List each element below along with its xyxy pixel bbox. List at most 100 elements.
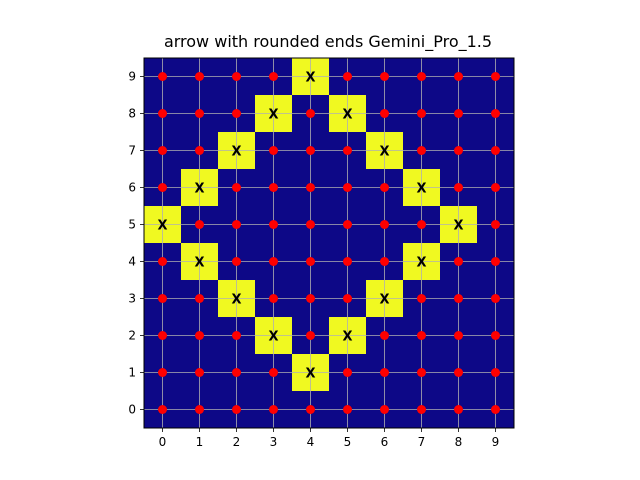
grid-point (491, 109, 500, 118)
grid-points (158, 72, 500, 414)
y-tick-label: 1 (128, 366, 136, 380)
cell-x-label: X (379, 145, 389, 160)
grid-point (380, 183, 389, 192)
cell-x-label: X (342, 330, 352, 345)
cell-x-label: X (268, 330, 278, 345)
grid-point (158, 331, 167, 340)
grid-point (158, 257, 167, 266)
x-tick-label: 9 (492, 435, 500, 449)
y-tick-label: 3 (128, 292, 136, 306)
grid-point (343, 368, 352, 377)
grid-point (454, 331, 463, 340)
grid-point (158, 146, 167, 155)
cell-x-label: X (305, 71, 315, 86)
grid-point (195, 109, 204, 118)
grid-point (491, 72, 500, 81)
grid-point (269, 368, 278, 377)
grid-point (195, 368, 204, 377)
y-tick-label: 4 (128, 255, 136, 269)
grid-point (232, 72, 241, 81)
x-tick-label: 7 (418, 435, 426, 449)
grid-point (306, 183, 315, 192)
x-tick-label: 0 (159, 435, 167, 449)
grid-point (417, 72, 426, 81)
x-tick-label: 5 (344, 435, 352, 449)
grid-point (232, 405, 241, 414)
grid-point (158, 72, 167, 81)
grid-point (195, 405, 204, 414)
y-tick-label: 6 (128, 181, 136, 195)
grid-point (454, 368, 463, 377)
x-tick-label: 4 (307, 435, 315, 449)
x-tick-label: 8 (455, 435, 463, 449)
cell-x-label: X (416, 182, 426, 197)
grid-point (158, 405, 167, 414)
grid-point (380, 405, 389, 414)
grid-point (454, 109, 463, 118)
y-tick-label: 5 (128, 218, 136, 232)
y-tick-label: 0 (128, 403, 136, 417)
grid-point (343, 257, 352, 266)
grid-point (195, 294, 204, 303)
grid-point (343, 294, 352, 303)
grid-point (269, 405, 278, 414)
cell-labels: X X X X X X X X X X X X X X X X (157, 71, 463, 382)
x-axis: 0 1 2 3 4 5 6 7 8 9 (159, 428, 500, 449)
cell-x-label: X (231, 145, 241, 160)
cell-x-label: X (268, 108, 278, 123)
grid-point (232, 331, 241, 340)
grid-point (380, 368, 389, 377)
grid-point (454, 257, 463, 266)
grid-point (454, 405, 463, 414)
grid-point (232, 183, 241, 192)
grid-point (343, 405, 352, 414)
grid-point (306, 146, 315, 155)
grid-point (454, 294, 463, 303)
grid-point (454, 72, 463, 81)
grid-point (491, 146, 500, 155)
y-axis: 0 1 2 3 4 5 6 7 8 9 (128, 70, 144, 417)
grid-point (158, 183, 167, 192)
grid-point (491, 405, 500, 414)
grid-point (269, 220, 278, 229)
grid-point (417, 109, 426, 118)
cell-x-label: X (379, 293, 389, 308)
grid-point (269, 146, 278, 155)
y-tick-label: 7 (128, 144, 136, 158)
grid-point (232, 109, 241, 118)
grid-point (306, 294, 315, 303)
x-tick-label: 6 (381, 435, 389, 449)
grid-point (269, 72, 278, 81)
cell-x-label: X (416, 256, 426, 271)
y-tick-label: 2 (128, 329, 136, 343)
grid-point (380, 220, 389, 229)
plot-frame (143, 57, 515, 429)
cell-x-label: X (157, 219, 167, 234)
grid-point (343, 146, 352, 155)
grid-point (417, 294, 426, 303)
cell-x-label: X (305, 367, 315, 382)
grid-point (158, 109, 167, 118)
grid-point (380, 257, 389, 266)
grid-point (417, 368, 426, 377)
cell-x-label: X (194, 256, 204, 271)
grid-point (343, 183, 352, 192)
grid-point (491, 220, 500, 229)
grid-point (417, 220, 426, 229)
grid-point (343, 72, 352, 81)
grid-point (417, 405, 426, 414)
grid-point (195, 220, 204, 229)
y-tick-label: 8 (128, 107, 136, 121)
grid-point (491, 368, 500, 377)
grid-point (269, 257, 278, 266)
cell-x-label: X (194, 182, 204, 197)
grid-point (306, 405, 315, 414)
grid-point (380, 331, 389, 340)
grid-point (491, 183, 500, 192)
y-tick-label: 9 (128, 70, 136, 84)
grid-point (232, 220, 241, 229)
grid-point (158, 294, 167, 303)
grid-point (232, 257, 241, 266)
grid-point (343, 220, 352, 229)
